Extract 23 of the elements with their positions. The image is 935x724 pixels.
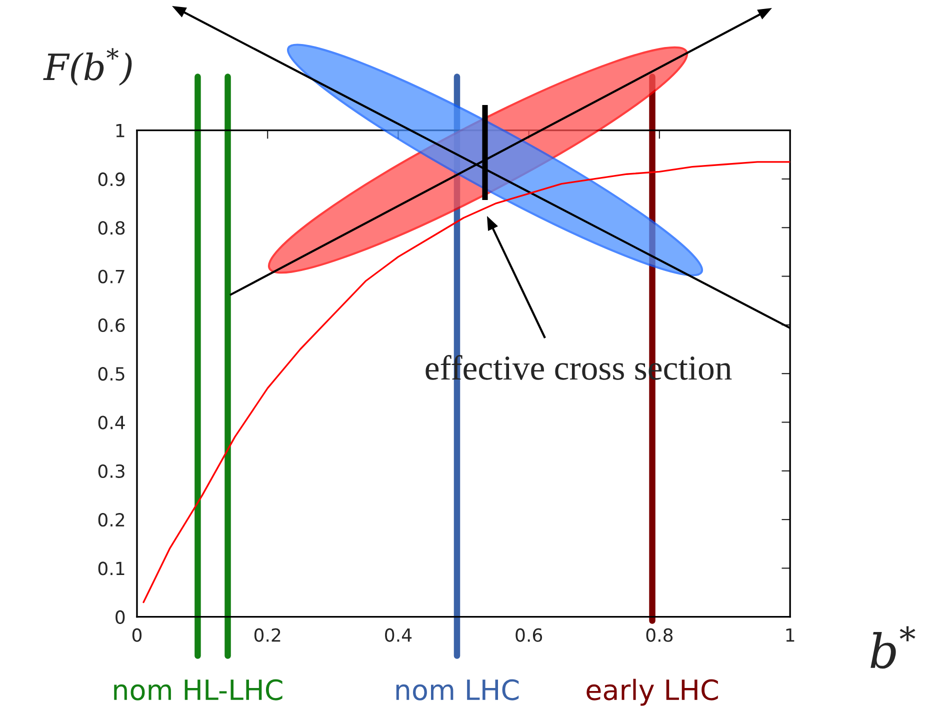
- y-tick-label: 1: [116, 124, 124, 138]
- ref-line-label: nom LHC: [396, 679, 519, 700]
- y-tick-label: 0.2: [98, 513, 124, 527]
- y-tick-label: 0.4: [98, 416, 125, 430]
- x-tick-label: 0: [132, 628, 142, 642]
- y-tick-label: 0.6: [98, 318, 125, 332]
- y-tick-label: 0.9: [98, 172, 125, 186]
- x-tick-label: 0.8: [646, 628, 673, 642]
- x-tick-label: 1: [786, 628, 794, 642]
- y-axis-title: F(b$^{*}$): [43, 48, 132, 86]
- x-axis-title: b$^{*}$: [870, 626, 916, 669]
- ref-line-label: early LHC: [586, 678, 718, 706]
- ref-line-label: nom HL-LHC: [114, 679, 282, 700]
- x-tick-label: 0.4: [385, 628, 412, 642]
- x-tick-label: 0.2: [254, 628, 280, 642]
- y-tick-label: 0.1: [98, 562, 124, 576]
- y-tick-label: 0.7: [98, 270, 124, 284]
- line-series: [142, 161, 790, 604]
- y-tick-label: 0.5: [98, 367, 124, 381]
- y-tick-label: 0: [116, 610, 125, 624]
- y-tick-label: 0.3: [98, 464, 124, 478]
- y-tick-label: 0.8: [98, 221, 125, 235]
- x-tick-label: 0.6: [516, 628, 542, 642]
